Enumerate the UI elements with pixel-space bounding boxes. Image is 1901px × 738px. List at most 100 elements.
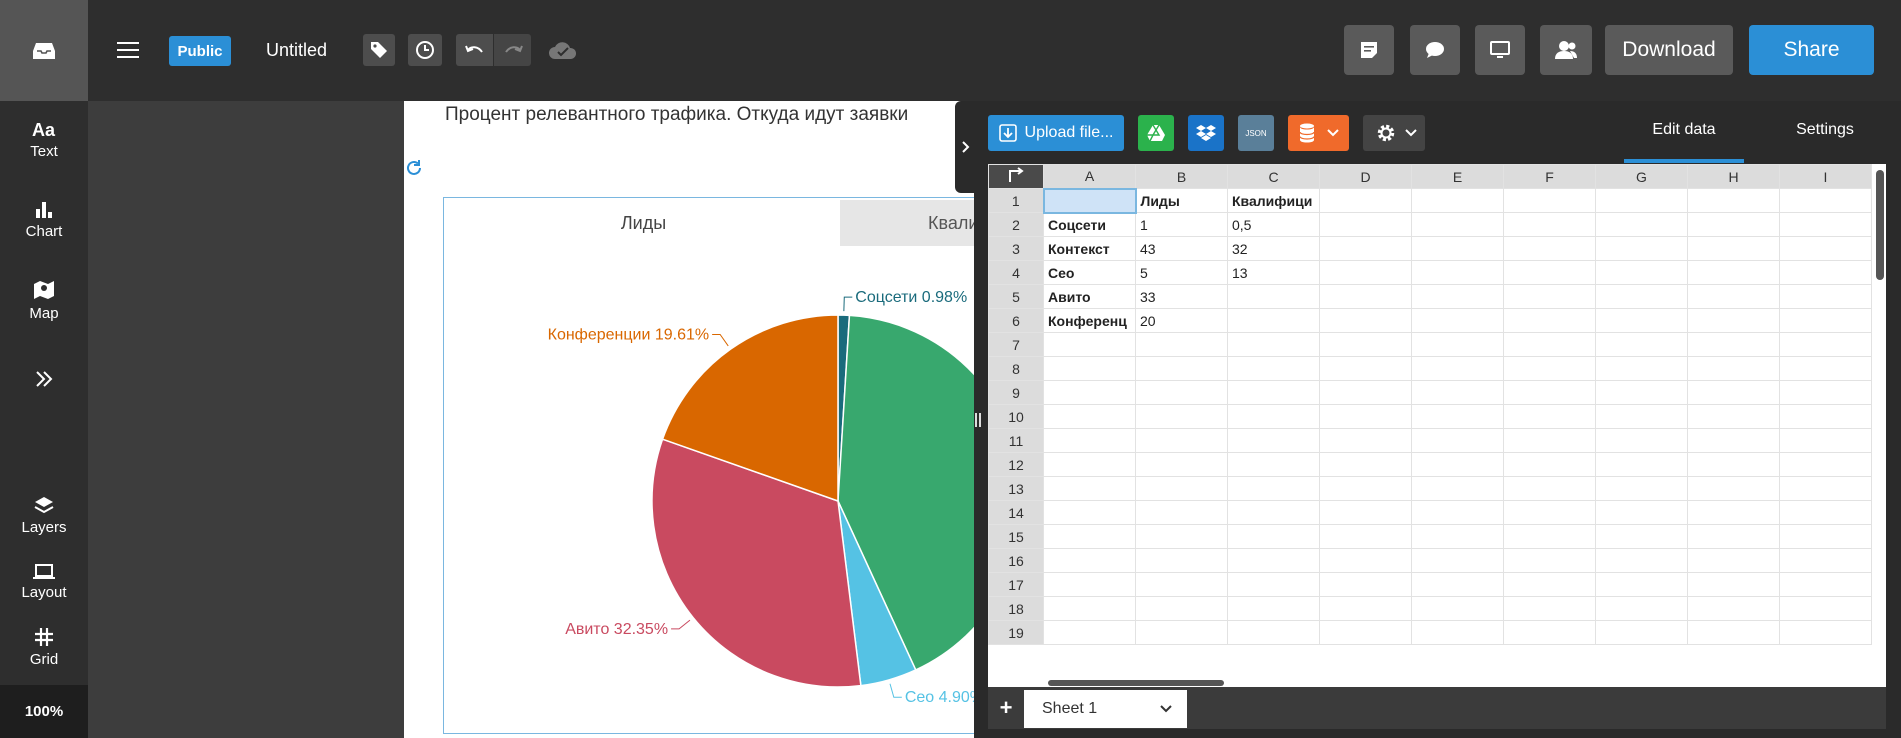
table-cell[interactable] [1227,476,1320,501]
home-button[interactable] [0,0,88,101]
column-header[interactable]: G [1595,164,1688,189]
table-cell[interactable] [1227,404,1320,429]
table-cell[interactable] [1043,572,1136,597]
table-cell[interactable] [1595,620,1688,645]
table-cell[interactable] [1503,452,1596,477]
table-cell[interactable] [1779,500,1872,525]
sidebar-item-layers[interactable]: Layers [0,495,88,536]
table-cell[interactable] [1687,428,1780,453]
table-cell[interactable] [1595,188,1688,213]
table-cell[interactable] [1227,572,1320,597]
table-cell[interactable] [1503,332,1596,357]
table-cell[interactable]: Сео [1043,260,1136,285]
table-cell[interactable] [1319,308,1412,333]
table-cell[interactable] [1319,332,1412,357]
table-cell[interactable] [1503,524,1596,549]
table-cell[interactable] [1779,524,1872,549]
table-cell[interactable] [1043,404,1136,429]
table-cell[interactable]: Контекст [1043,236,1136,261]
table-cell[interactable] [1042,187,1137,214]
download-button[interactable]: Download [1605,25,1733,75]
pie-slice[interactable] [651,438,862,688]
row-header[interactable]: 6 [988,308,1044,333]
chart-tab-qualified[interactable]: Квали [840,200,980,246]
table-cell[interactable] [1595,356,1688,381]
sidebar-item-chart[interactable]: Chart [0,199,88,240]
table-cell[interactable] [1043,380,1136,405]
table-cell[interactable] [1687,284,1780,309]
table-cell[interactable] [1411,284,1504,309]
google-drive-button[interactable] [1138,115,1174,151]
table-cell[interactable] [1595,260,1688,285]
table-cell[interactable] [1043,332,1136,357]
row-header[interactable]: 14 [988,500,1044,525]
table-cell[interactable] [1043,596,1136,621]
notes-button[interactable] [1344,25,1394,75]
row-header[interactable]: 2 [988,212,1044,237]
table-cell[interactable] [1595,452,1688,477]
table-cell[interactable] [1687,260,1780,285]
table-cell[interactable] [1503,212,1596,237]
table-cell[interactable] [1135,356,1228,381]
table-cell[interactable] [1595,524,1688,549]
table-cell[interactable] [1319,260,1412,285]
table-cell[interactable] [1779,260,1872,285]
table-cell[interactable] [1319,620,1412,645]
table-cell[interactable] [1687,380,1780,405]
zoom-level[interactable]: 100% [0,685,88,738]
table-cell[interactable] [1687,524,1780,549]
table-cell[interactable] [1043,500,1136,525]
table-cell[interactable] [1319,548,1412,573]
comment-button[interactable] [1410,25,1460,75]
row-header[interactable]: 17 [988,572,1044,597]
table-cell[interactable] [1411,236,1504,261]
table-cell[interactable] [1687,476,1780,501]
table-cell[interactable] [1779,452,1872,477]
table-cell[interactable] [1043,428,1136,453]
table-cell[interactable]: Лиды [1135,188,1228,213]
table-cell[interactable] [1687,308,1780,333]
table-cell[interactable] [1687,548,1780,573]
add-sheet-button[interactable]: + [999,695,1013,720]
table-cell[interactable] [1135,596,1228,621]
table-cell[interactable] [1319,476,1412,501]
table-cell[interactable]: 32 [1227,236,1320,261]
table-cell[interactable] [1779,380,1872,405]
row-header[interactable]: 16 [988,548,1044,573]
table-cell[interactable] [1227,620,1320,645]
row-header[interactable]: 7 [988,332,1044,357]
table-cell[interactable] [1595,404,1688,429]
table-cell[interactable] [1779,308,1872,333]
row-header[interactable]: 12 [988,452,1044,477]
table-cell[interactable] [1227,356,1320,381]
table-cell[interactable] [1687,212,1780,237]
data-settings-button[interactable] [1363,115,1425,151]
table-cell[interactable] [1503,500,1596,525]
table-cell[interactable] [1319,356,1412,381]
table-cell[interactable] [1503,308,1596,333]
table-cell[interactable]: 5 [1135,260,1228,285]
column-header[interactable]: F [1503,164,1596,189]
row-header[interactable]: 13 [988,476,1044,501]
table-cell[interactable] [1779,620,1872,645]
table-cell[interactable]: 0,5 [1227,212,1320,237]
row-header[interactable]: 8 [988,356,1044,381]
table-cell[interactable] [1503,356,1596,381]
table-cell[interactable] [1779,188,1872,213]
select-all-corner[interactable] [988,164,1044,189]
visibility-badge[interactable]: Public [169,36,231,66]
table-cell[interactable] [1503,428,1596,453]
table-cell[interactable] [1411,356,1504,381]
table-cell[interactable] [1227,500,1320,525]
row-header[interactable]: 11 [988,428,1044,453]
table-cell[interactable] [1411,380,1504,405]
row-header[interactable]: 5 [988,284,1044,309]
table-cell[interactable] [1411,260,1504,285]
upload-file-button[interactable]: Upload file... [988,115,1124,151]
table-cell[interactable] [1043,476,1136,501]
table-cell[interactable] [1411,428,1504,453]
table-cell[interactable] [1503,284,1596,309]
sidebar-item-map[interactable]: Map [0,279,88,322]
column-header[interactable]: E [1411,164,1504,189]
row-header[interactable]: 10 [988,404,1044,429]
